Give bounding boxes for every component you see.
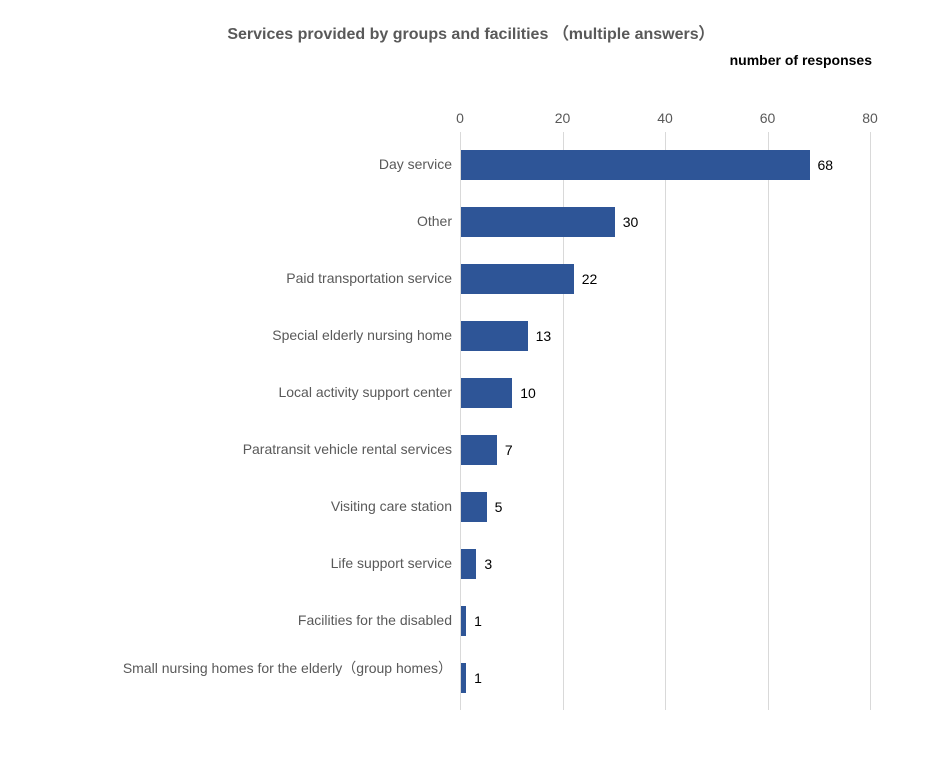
y-axis-category-label: Other [417,213,452,230]
chart-container: Services provided by groups and faciliti… [0,0,942,760]
bar-value-label: 7 [505,442,513,458]
y-axis-category-label: Day service [379,156,452,173]
x-tick-label: 20 [555,110,571,126]
bar: 68 [461,150,810,180]
y-axis-category-label: Life support service [331,555,452,572]
y-axis-category-label: Local activity support center [278,384,452,401]
bar-value-label: 13 [536,328,552,344]
bar-value-label: 1 [474,670,482,686]
bar: 22 [461,264,574,294]
y-axis-category-label: Visiting care station [331,498,452,515]
bar: 7 [461,435,497,465]
chart-title: Services provided by groups and faciliti… [0,20,942,44]
x-tick-label: 40 [657,110,673,126]
x-tick-label: 0 [456,110,464,126]
y-axis-category-label: Paid transportation service [286,270,452,287]
chart-subtitle: number of responses [730,52,872,68]
y-axis-category-label: Paratransit vehicle rental services [243,441,452,458]
bar-value-label: 1 [474,613,482,629]
grid-line [870,132,871,710]
grid-line [768,132,769,710]
bar-value-label: 10 [520,385,536,401]
bar: 5 [461,492,487,522]
bar: 30 [461,207,615,237]
bar-value-label: 3 [484,556,492,572]
x-tick-label: 80 [862,110,878,126]
y-axis-category-label: Special elderly nursing home [272,327,452,344]
bar-value-label: 68 [818,157,834,173]
bar-value-label: 22 [582,271,598,287]
bar: 3 [461,549,476,579]
y-axis-category-label: Small nursing homes for the elderly（grou… [102,660,452,677]
bar-value-label: 30 [623,214,639,230]
bar: 1 [461,663,466,693]
x-tick-label: 60 [760,110,776,126]
y-axis-category-label: Facilities for the disabled [298,612,452,629]
bar: 10 [461,378,512,408]
bar: 1 [461,606,466,636]
bar: 13 [461,321,528,351]
bar-value-label: 5 [495,499,503,515]
plot-area: 020406080683022131075311 [460,110,870,710]
grid-line [665,132,666,710]
